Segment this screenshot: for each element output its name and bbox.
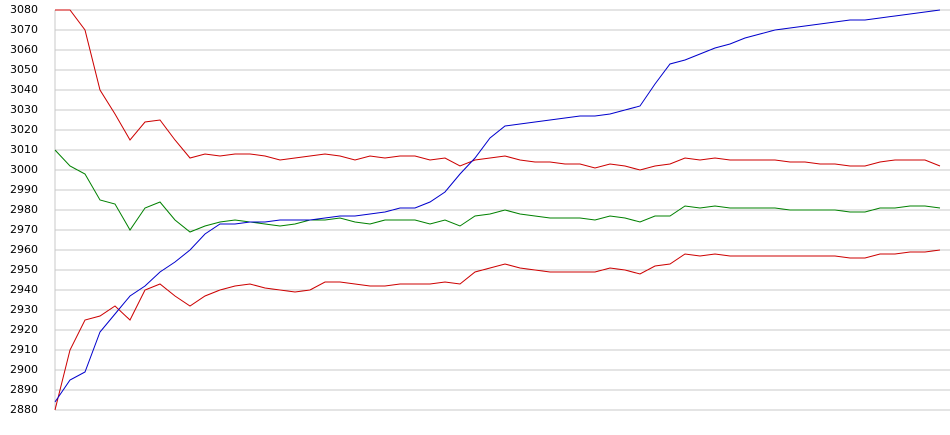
y-tick-label: 2910	[10, 343, 38, 356]
line-series	[54, 149, 941, 233]
line-series	[55, 9, 941, 171]
y-tick-label: 2960	[10, 243, 38, 256]
y-tick-label: 3020	[10, 123, 38, 136]
y-tick-label: 2990	[10, 183, 38, 196]
y-tick-label: 3060	[10, 43, 38, 56]
y-tick-label: 2950	[10, 263, 38, 276]
y-tick-label: 2930	[10, 303, 38, 316]
y-tick-label: 2920	[10, 323, 38, 336]
y-tick-label: 3010	[10, 143, 38, 156]
line-series	[54, 249, 941, 411]
y-tick-label: 3040	[10, 83, 38, 96]
y-tick-label: 3080	[10, 3, 38, 16]
y-tick-label: 2890	[10, 383, 38, 396]
y-tick-label: 3000	[10, 163, 38, 176]
y-tick-label: 3050	[10, 63, 38, 76]
y-tick-label: 2900	[10, 363, 38, 376]
y-tick-label: 2980	[10, 203, 38, 216]
line-series	[54, 9, 941, 403]
y-tick-label: 3030	[10, 103, 38, 116]
y-tick-label: 3070	[10, 23, 38, 36]
y-tick-label: 2970	[10, 223, 38, 236]
y-tick-label: 2940	[10, 283, 38, 296]
y-tick-label: 2880	[10, 403, 38, 416]
